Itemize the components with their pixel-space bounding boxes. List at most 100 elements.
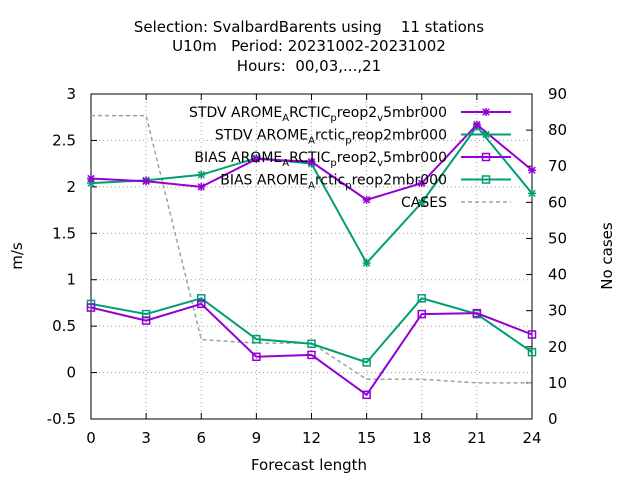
x-tick-label: 0 bbox=[86, 429, 96, 447]
x-tick-label: 21 bbox=[467, 429, 486, 447]
title-line-3: Hours: 00,03,...,21 bbox=[237, 57, 381, 75]
y2-tick-label: 20 bbox=[548, 338, 567, 356]
y-tick-label: 2.5 bbox=[52, 131, 76, 149]
data-point bbox=[252, 155, 261, 163]
legend-label-part: STDV AROME bbox=[215, 128, 308, 144]
legend-label-part: A bbox=[282, 158, 289, 169]
legend-label: BIAS AROMEARCTICpreop2v5mbr000 bbox=[194, 150, 447, 169]
data-point bbox=[417, 198, 426, 207]
legend-label-part: rctic bbox=[315, 128, 345, 144]
y2-tick-label: 40 bbox=[548, 266, 567, 284]
legend-label-part: A bbox=[308, 136, 315, 147]
legend-label-part: reop2mbr000 bbox=[352, 173, 447, 189]
y2-tick-label: 0 bbox=[548, 410, 558, 428]
legend-entry: CASES bbox=[401, 195, 511, 211]
y2-tick-label: 90 bbox=[548, 85, 567, 103]
y2-tick-label: 80 bbox=[548, 121, 567, 139]
legend-label-part: BIAS AROME bbox=[194, 150, 282, 166]
data-point bbox=[362, 259, 371, 267]
series-2 bbox=[86, 299, 537, 400]
data-point bbox=[252, 352, 261, 362]
data-point bbox=[528, 166, 536, 175]
data-point bbox=[197, 294, 206, 303]
data-point bbox=[252, 334, 261, 344]
data-point bbox=[87, 174, 95, 183]
y-axis-ticks: -0.5 0 0.5 1 1.5 2 2.5 3 bbox=[47, 85, 97, 428]
legend-label: CASES bbox=[401, 195, 447, 211]
data-point bbox=[362, 195, 371, 204]
y-tick-label: 1 bbox=[66, 271, 76, 289]
y2-tick-label: 50 bbox=[548, 229, 567, 247]
y2-tick-label: 60 bbox=[548, 193, 567, 211]
x-tick-label: 3 bbox=[141, 429, 151, 447]
data-point bbox=[362, 358, 371, 367]
legend-entry: BIAS AROMEARCTICpreop2v5mbr000 bbox=[194, 150, 511, 169]
legend-label-part: p bbox=[345, 181, 351, 192]
y2-tick-label: 30 bbox=[548, 302, 567, 320]
data-point bbox=[142, 177, 151, 186]
data-point bbox=[307, 339, 316, 349]
legend-label: STDV AROMEARCTICpreop2v5mbr000 bbox=[189, 105, 447, 124]
grid bbox=[91, 94, 532, 419]
y-tick-label: 0.5 bbox=[52, 317, 76, 335]
data-point bbox=[472, 308, 482, 318]
chart-title: Selection: SvalbardBarents using 11 stat… bbox=[134, 18, 484, 75]
legend-entry: STDV AROMEARCTICpreop2v5mbr000 bbox=[189, 105, 511, 124]
data-point bbox=[307, 157, 316, 166]
data-point bbox=[87, 179, 95, 188]
legend-label-part: RCTIC bbox=[289, 150, 330, 166]
data-point bbox=[527, 347, 537, 357]
y-tick-label: 3 bbox=[66, 85, 76, 103]
legend-label-part: reop2mbr000 bbox=[352, 128, 447, 144]
legend-label: STDV AROMEArcticpreop2mbr000 bbox=[215, 128, 447, 147]
x-tick-label: 6 bbox=[196, 429, 206, 447]
legend-label-part: p bbox=[345, 136, 351, 147]
y-tick-label: 0 bbox=[66, 364, 76, 382]
y-tick-label: 2 bbox=[66, 178, 76, 196]
y-axis-label: m/s bbox=[8, 242, 26, 270]
legend-label-part: reop2 bbox=[337, 105, 377, 121]
legend-label-part: A bbox=[308, 181, 315, 192]
data-point bbox=[417, 179, 426, 188]
series-line bbox=[91, 114, 532, 384]
data-point bbox=[472, 120, 481, 129]
data-point bbox=[362, 390, 371, 400]
x-axis-ticks: 0 3 6 9 12 15 18 21 24 bbox=[86, 94, 542, 447]
legend-label-part: 5mbr000 bbox=[383, 150, 447, 166]
legend-label-part: p bbox=[330, 158, 336, 169]
data-point bbox=[527, 330, 537, 339]
title-line-1: Selection: SvalbardBarents using 11 stat… bbox=[134, 18, 484, 36]
data-point bbox=[197, 299, 206, 309]
legend-marker bbox=[481, 175, 491, 184]
y2-axis-label: No cases bbox=[598, 222, 616, 290]
title-line-2: U10m Period: 20231002-20231002 bbox=[172, 37, 446, 55]
legend-label-part: BIAS AROME bbox=[220, 173, 308, 189]
x-tick-label: 15 bbox=[357, 429, 376, 447]
y-tick-label: 1.5 bbox=[52, 224, 76, 242]
legend-label-part: reop2 bbox=[337, 150, 377, 166]
data-point bbox=[417, 294, 426, 303]
data-point bbox=[197, 170, 206, 179]
series-4 bbox=[91, 114, 532, 384]
series-line bbox=[90, 302, 533, 397]
legend-label-part: RCTIC bbox=[289, 105, 330, 121]
legend-label-part: STDV AROME bbox=[189, 105, 282, 121]
y2-tick-label: 10 bbox=[548, 374, 567, 392]
series-layer bbox=[86, 114, 537, 400]
x-axis-label: Forecast length bbox=[251, 456, 367, 474]
legend-entry: BIAS AROMEArcticpreop2mbr000 bbox=[220, 173, 511, 192]
legend-marker bbox=[482, 130, 490, 139]
data-point bbox=[417, 309, 426, 319]
y-tick-label: -0.5 bbox=[47, 410, 76, 428]
legend-label-part: v bbox=[377, 158, 383, 169]
legend-label-part: 5mbr000 bbox=[383, 105, 447, 121]
series-0 bbox=[87, 120, 536, 204]
x-tick-label: 9 bbox=[252, 429, 262, 447]
x-tick-label: 24 bbox=[522, 429, 541, 447]
series-line bbox=[90, 297, 533, 364]
legend-label: BIAS AROMEArcticpreop2mbr000 bbox=[220, 173, 447, 192]
legend-marker bbox=[481, 152, 491, 162]
data-point bbox=[307, 350, 316, 360]
